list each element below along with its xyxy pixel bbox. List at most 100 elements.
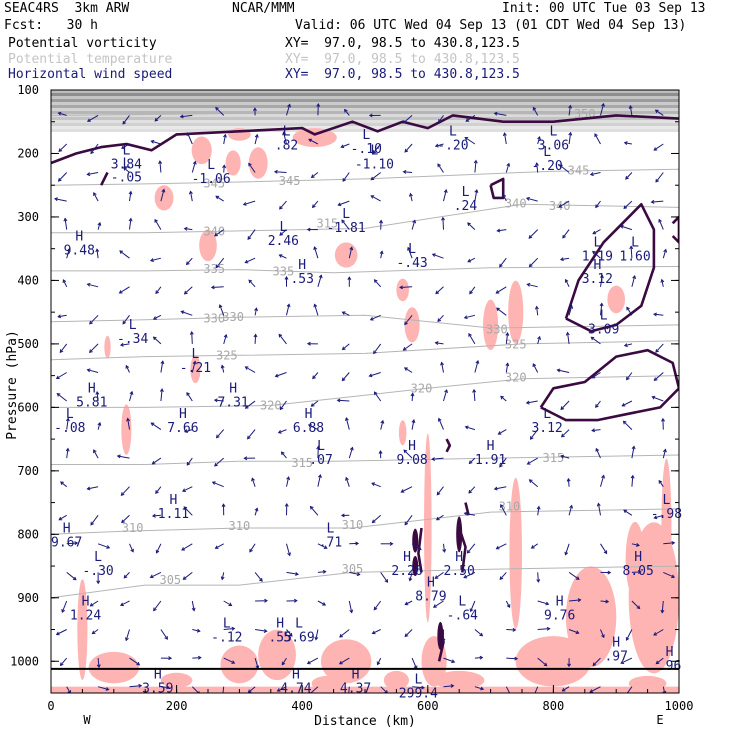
wind-vector-head: [287, 552, 291, 557]
wind-vector-head: [629, 245, 634, 250]
wind-vector-head: [558, 164, 563, 169]
wind-vector: [500, 396, 507, 402]
extremum-marker: H: [63, 521, 71, 536]
wind-vector: [432, 253, 444, 259]
extremum-value: 4.74: [280, 681, 311, 696]
wind-vector: [278, 429, 287, 434]
wind-vector-head: [467, 258, 472, 263]
extremum-marker: L: [207, 158, 215, 173]
wind-vector: [432, 457, 444, 460]
wind-vector-head: [318, 474, 322, 478]
theta-contour-label: 330: [486, 322, 508, 336]
wind-vector: [409, 572, 413, 581]
wind-vector: [504, 133, 507, 145]
wind-vector-head: [155, 490, 159, 494]
wind-vector-head: [282, 131, 287, 136]
wind-vector-head: [380, 419, 385, 424]
wind-vector-head: [310, 174, 315, 178]
theta-contour: [51, 168, 679, 186]
wind-vector-head: [277, 430, 282, 434]
wind-vector: [467, 257, 476, 263]
wind-vector-head: [496, 228, 501, 233]
wind-vector-head: [499, 463, 503, 468]
wind-vector: [254, 308, 257, 316]
wind-vector: [308, 424, 319, 431]
wind-vector-head: [663, 248, 668, 253]
wind-vector: [92, 629, 99, 635]
extremum-value: .07: [309, 453, 332, 468]
theta-contour-label: 335: [273, 265, 295, 279]
extremum-marker: L: [279, 220, 287, 235]
extremum-marker: H: [82, 594, 90, 609]
wind-vector-head: [373, 606, 378, 611]
shaded-region: [154, 185, 174, 211]
wind-vector: [191, 161, 196, 173]
wind-vector: [436, 514, 444, 521]
stratosphere-band: [51, 120, 679, 123]
extremum-marker: L: [543, 145, 551, 160]
wind-vector: [658, 480, 664, 487]
wind-vector-head: [530, 545, 535, 549]
wind-vector-head: [558, 204, 563, 208]
wind-vector-head: [525, 196, 530, 201]
wind-vector: [498, 429, 507, 435]
shaded-region: [383, 670, 409, 690]
wind-vector-head: [186, 461, 191, 466]
theta-contour-label: 310: [229, 519, 251, 533]
x-tick-label: 800: [543, 699, 565, 713]
wind-vector: [600, 629, 605, 638]
extremum-marker: L: [129, 318, 137, 333]
extremum-marker: H: [408, 439, 416, 454]
wind-vector-head: [661, 417, 666, 422]
wind-vector: [568, 571, 580, 580]
wind-vector: [60, 657, 68, 666]
wind-vector: [192, 657, 201, 659]
wind-vector-head: [90, 521, 94, 526]
wind-vector-head: [450, 683, 455, 688]
extremum-marker: L: [631, 236, 639, 251]
wind-vector-head: [54, 197, 58, 202]
wind-vector: [438, 115, 444, 123]
wind-vector-head: [466, 549, 471, 554]
wind-vector-head: [164, 636, 168, 640]
wind-vector-head: [286, 476, 291, 481]
wind-vector-head: [469, 608, 474, 613]
wind-vector: [653, 629, 664, 636]
wind-vector: [339, 629, 350, 638]
wind-vector: [87, 172, 99, 175]
wind-vector: [600, 275, 603, 287]
wind-vector: [380, 572, 388, 583]
wind-vector: [279, 400, 287, 410]
wind-vector-head: [314, 636, 319, 641]
wind-vector-head: [437, 318, 442, 322]
wind-vector: [87, 369, 99, 373]
wind-vector-head: [463, 574, 468, 579]
wind-vector: [122, 115, 130, 125]
wind-vector-head: [105, 687, 110, 691]
wind-vector: [212, 481, 224, 488]
wind-vector: [534, 686, 539, 693]
wind-vector-head: [97, 421, 102, 426]
wind-vector-head: [86, 282, 91, 287]
theta-contour-label: 315: [543, 451, 565, 465]
wind-vector-head: [192, 160, 197, 165]
theta-contour-label: 315: [291, 456, 313, 470]
x-tick-label: 0: [47, 699, 54, 713]
extremum-value: .97: [604, 650, 627, 665]
wind-vector-head: [58, 148, 63, 152]
wind-vector: [223, 600, 232, 606]
wind-vector: [150, 571, 162, 578]
wind-vector-head: [95, 248, 100, 253]
wind-vector-head: [86, 118, 91, 122]
wind-vector: [474, 160, 477, 173]
wind-vector-head: [122, 120, 127, 125]
wind-vector: [502, 194, 507, 202]
wind-vector-head: [440, 361, 444, 366]
wind-vector: [87, 486, 99, 490]
theta-contour-label: 345: [203, 176, 225, 190]
wind-vector: [348, 686, 350, 693]
wind-vector-head: [561, 687, 566, 692]
x-tick-label: 600: [417, 699, 439, 713]
wind-vector: [600, 543, 608, 554]
wind-vector: [223, 134, 226, 145]
